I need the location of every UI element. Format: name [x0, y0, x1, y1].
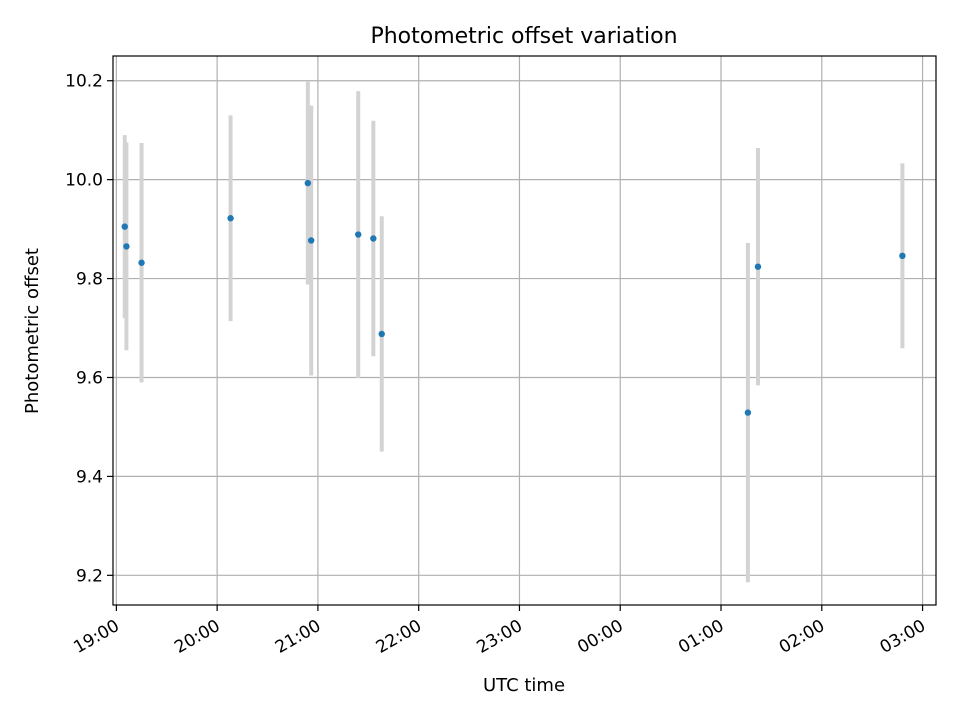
data-point — [304, 179, 312, 187]
y-tick-label: 10.2 — [65, 72, 103, 92]
chart-title: Photometric offset variation — [370, 24, 677, 49]
data-point — [307, 237, 315, 244]
data-point — [744, 409, 752, 416]
data-point — [121, 223, 128, 230]
data-points — [121, 179, 906, 416]
y-axis-label: Photometric offset — [22, 248, 43, 414]
plot-frame — [112, 55, 937, 606]
data-point — [355, 231, 362, 238]
y-axis-ticks: 9.2 9.4 9.6 9.8 10.0 10.2 — [65, 72, 113, 586]
data-point — [370, 235, 377, 242]
y-tick-label: 10.0 — [65, 171, 103, 191]
y-tick-label: 9.6 — [76, 368, 103, 388]
y-tick-label: 9.2 — [76, 566, 103, 586]
y-tick-label: 9.4 — [76, 467, 103, 487]
data-point — [378, 330, 385, 338]
data-point — [123, 243, 130, 250]
data-point — [227, 215, 234, 222]
x-axis-label: UTC time — [483, 675, 565, 696]
grid — [113, 56, 936, 605]
data-point — [138, 259, 145, 266]
data-point — [899, 252, 906, 260]
y-tick-label: 9.8 — [76, 270, 103, 290]
data-point — [754, 263, 762, 270]
